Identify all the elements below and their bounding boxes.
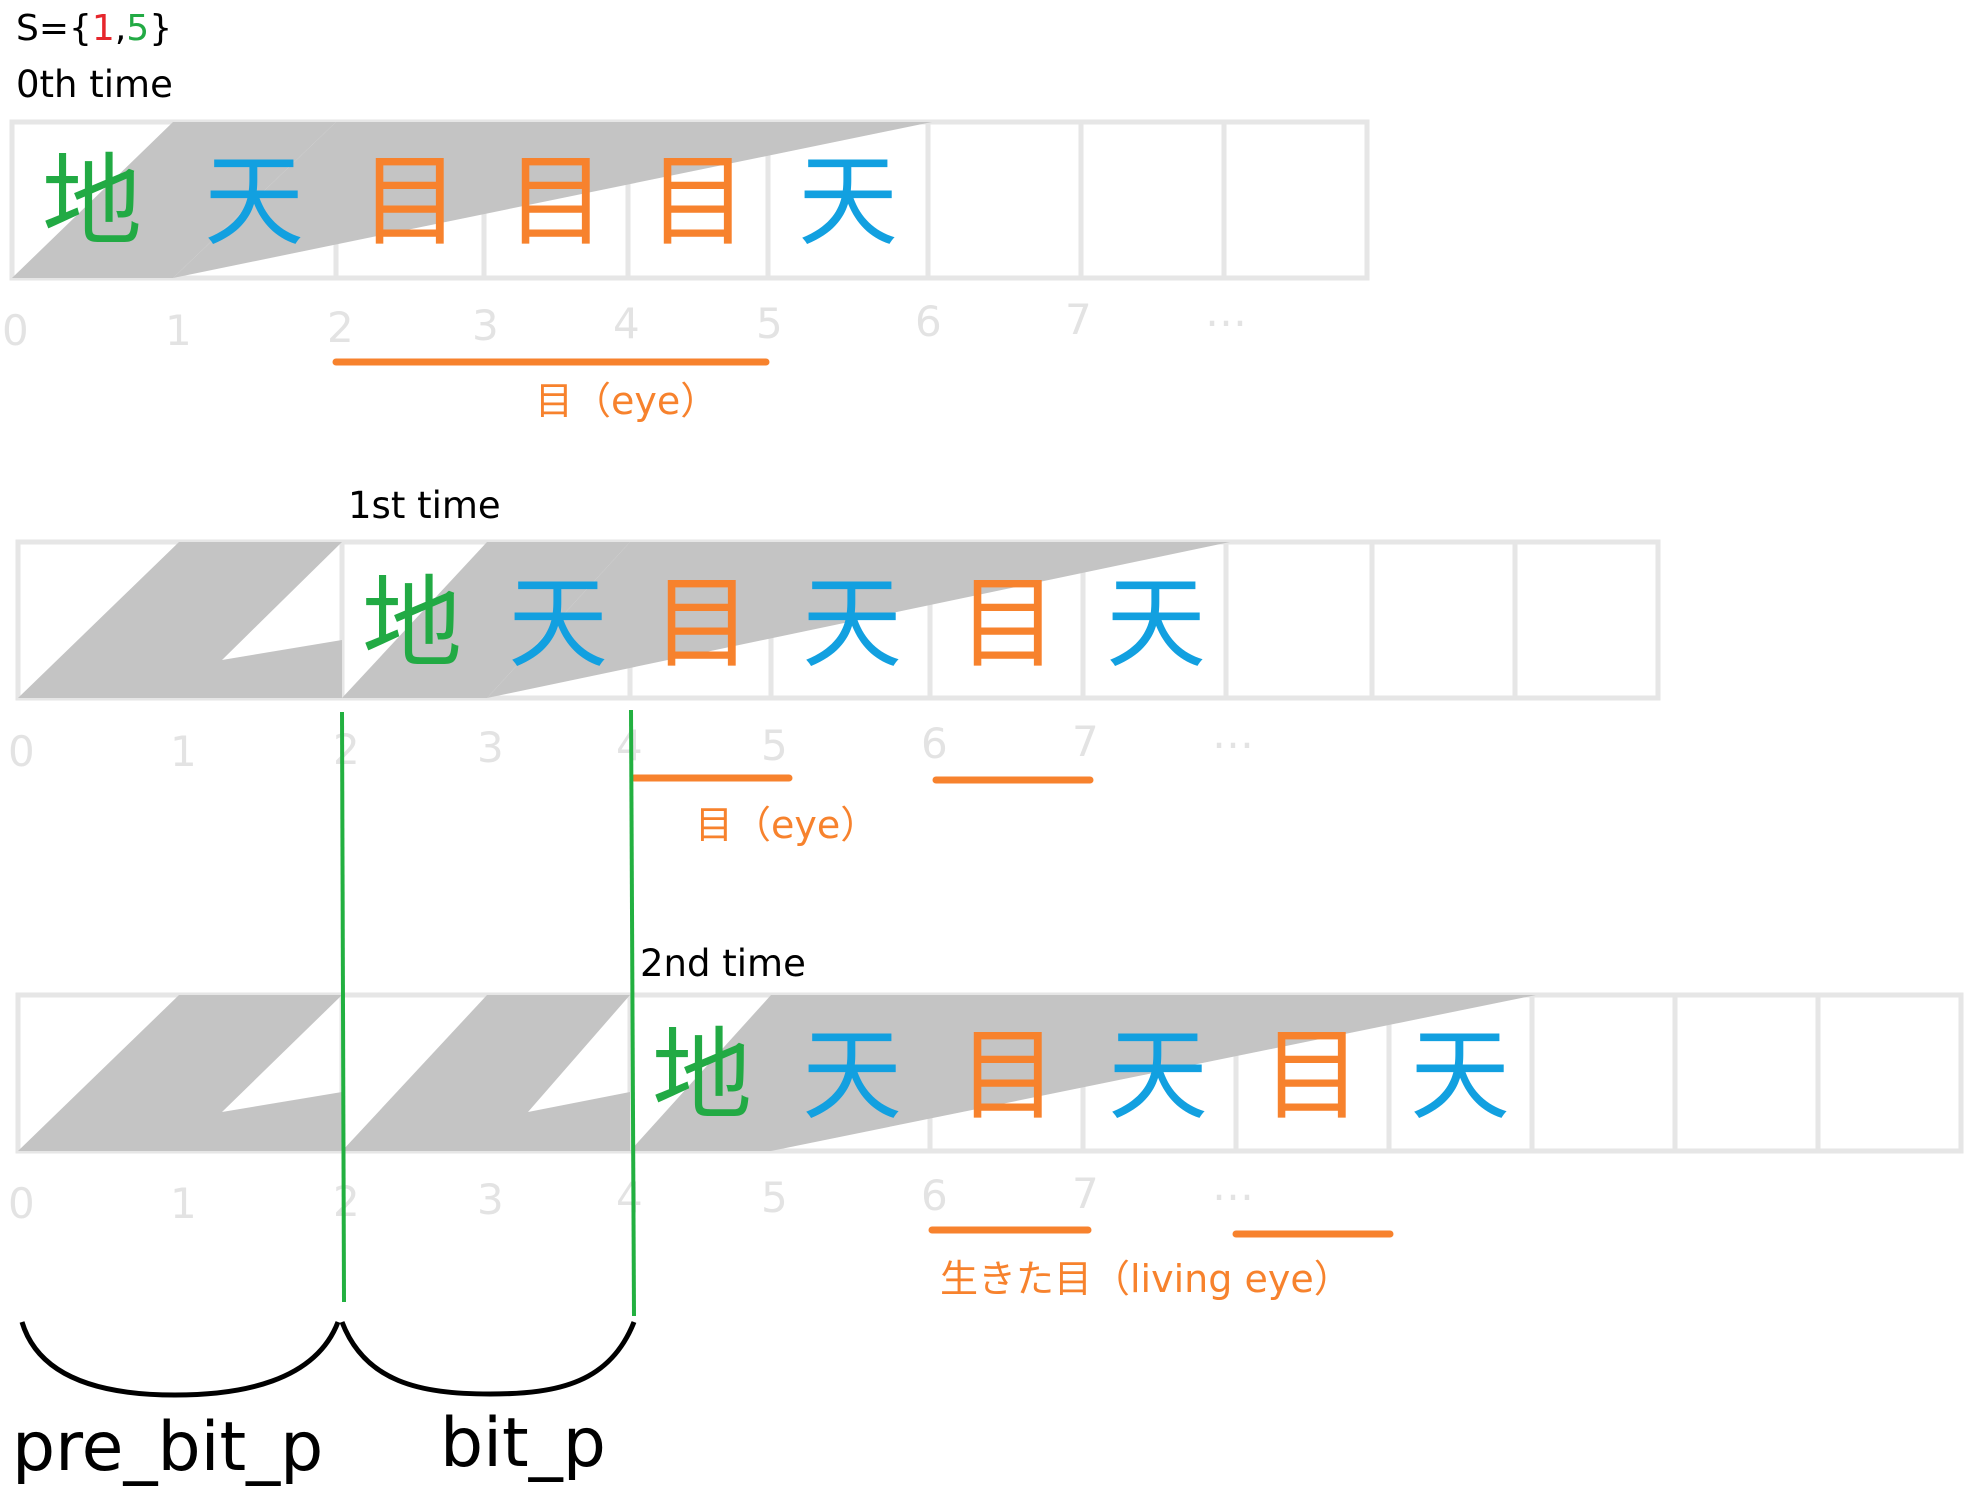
- row1-title: 1st time: [348, 484, 501, 527]
- row0-index-1: 1: [165, 306, 192, 355]
- row2-links: [18, 995, 1536, 1151]
- row2-link-3: [487, 995, 630, 1151]
- row2-index-0: 0: [8, 1179, 35, 1228]
- row1-index-3: 3: [477, 723, 504, 772]
- bit-p-label: bit_p: [440, 1404, 606, 1483]
- row1-link-0: [18, 542, 179, 698]
- row2-index-7: 7: [1072, 1169, 1099, 1218]
- set-element-5: 5: [126, 8, 149, 49]
- row2-link-2: [342, 995, 487, 1151]
- row1-cell-10: [1512, 539, 1661, 701]
- row1-links: [18, 542, 1230, 698]
- row1-annotation: 目（eye）: [695, 803, 878, 847]
- row2-title: 2nd time: [640, 942, 806, 985]
- row2-glyph-4: 地: [652, 1017, 752, 1134]
- row0-title: 0th time: [16, 63, 173, 106]
- row0-index-ellipsis: …: [1205, 287, 1247, 336]
- row2-annotation: 生きた目（living eye）: [940, 1257, 1352, 1301]
- row2-link-4: [630, 995, 771, 1151]
- row0-glyph-3: 目: [506, 143, 606, 260]
- row1-cell-9: [1369, 539, 1518, 701]
- row0-annotation: 目（eye）: [535, 379, 718, 423]
- row1-index-ellipsis: …: [1212, 709, 1254, 758]
- row1-glyph-4: 目: [652, 565, 752, 682]
- row2-link-5: [771, 995, 1536, 1151]
- row0-cell-8: [1221, 119, 1370, 281]
- row1-glyph-3: 天: [508, 565, 608, 682]
- set-label: S={1,5}: [16, 8, 172, 49]
- row1-index-5: 5: [761, 721, 788, 770]
- set-label-suffix: }: [149, 8, 172, 49]
- row1-glyph-5: 天: [802, 565, 902, 682]
- row0-index-5: 5: [756, 299, 783, 348]
- row0-index-7: 7: [1065, 295, 1092, 344]
- set-element-1: 1: [92, 8, 115, 49]
- row2-index-1: 1: [170, 1179, 197, 1228]
- row1-glyph-2: 地: [362, 565, 462, 682]
- row0-cell-6: [925, 119, 1084, 281]
- row0-index-3: 3: [472, 301, 499, 350]
- set-label-comma: ,: [115, 8, 126, 49]
- row1-index-7: 7: [1072, 717, 1099, 766]
- row0-index-2: 2: [327, 303, 354, 352]
- row1-link-2: [342, 542, 630, 698]
- pre-bit-p-label: pre_bit_p: [12, 1408, 323, 1487]
- row1-index-1: 1: [170, 727, 197, 776]
- row0-index-6: 6: [915, 297, 942, 346]
- row2-glyph-8: 目: [1262, 1017, 1362, 1134]
- row2-cell-11: [1672, 992, 1821, 1154]
- row1-index-6: 6: [921, 719, 948, 768]
- row2-index-ellipsis: …: [1212, 1161, 1254, 1210]
- row2-cell-10: [1529, 992, 1678, 1154]
- separator-line-2: [340, 711, 346, 1303]
- separator-line-4: [629, 709, 636, 1317]
- row1-glyph-7: 天: [1106, 565, 1206, 682]
- row0-cell-7: [1078, 119, 1227, 281]
- row0-index-0: 0: [2, 306, 29, 355]
- row0-glyph-2: 目: [360, 143, 460, 260]
- row2-index-5: 5: [761, 1173, 788, 1222]
- row0-link-2: [173, 122, 932, 278]
- row0-glyph-0: 地: [42, 143, 142, 260]
- row0-links: [12, 122, 932, 278]
- row1-index-2: 2: [333, 725, 360, 774]
- row1-glyph-6: 目: [958, 565, 1058, 682]
- set-label-prefix: S={: [16, 8, 92, 49]
- row0-glyph-5: 天: [798, 143, 898, 260]
- row2-link-1: [179, 995, 342, 1151]
- row2-index-4: 4: [616, 1173, 643, 1222]
- row2-glyph-7: 天: [1108, 1017, 1208, 1134]
- row0-link-0: [12, 122, 173, 278]
- row0-glyph-4: 目: [648, 143, 748, 260]
- row1-cell-8: [1223, 539, 1375, 701]
- row0-glyph-1: 天: [204, 143, 304, 260]
- row2-glyph-9: 天: [1410, 1017, 1510, 1134]
- row1-index-0: 0: [8, 727, 35, 776]
- row2-cell-12: [1815, 992, 1964, 1154]
- row0-index-4: 4: [613, 299, 640, 348]
- row2-indices: 0 1 2 3 4 5 6 7 …: [8, 1161, 1254, 1228]
- row2-index-2: 2: [333, 1177, 360, 1226]
- pre-bit-p-brace: [19, 1321, 341, 1398]
- bit-p-brace: [339, 1321, 637, 1397]
- row2-glyph-5: 天: [802, 1017, 902, 1134]
- row0-indices: 0 1 2 3 4 5 6 7 …: [2, 287, 1247, 355]
- row2-glyph-6: 目: [958, 1017, 1058, 1134]
- row1-link-3: [487, 542, 1230, 698]
- row1-link-1: [179, 542, 342, 698]
- row2-index-3: 3: [477, 1175, 504, 1224]
- row2-index-6: 6: [921, 1171, 948, 1220]
- row1-indices: 0 1 2 3 4 5 6 7 …: [8, 709, 1254, 776]
- row2-link-0: [18, 995, 179, 1151]
